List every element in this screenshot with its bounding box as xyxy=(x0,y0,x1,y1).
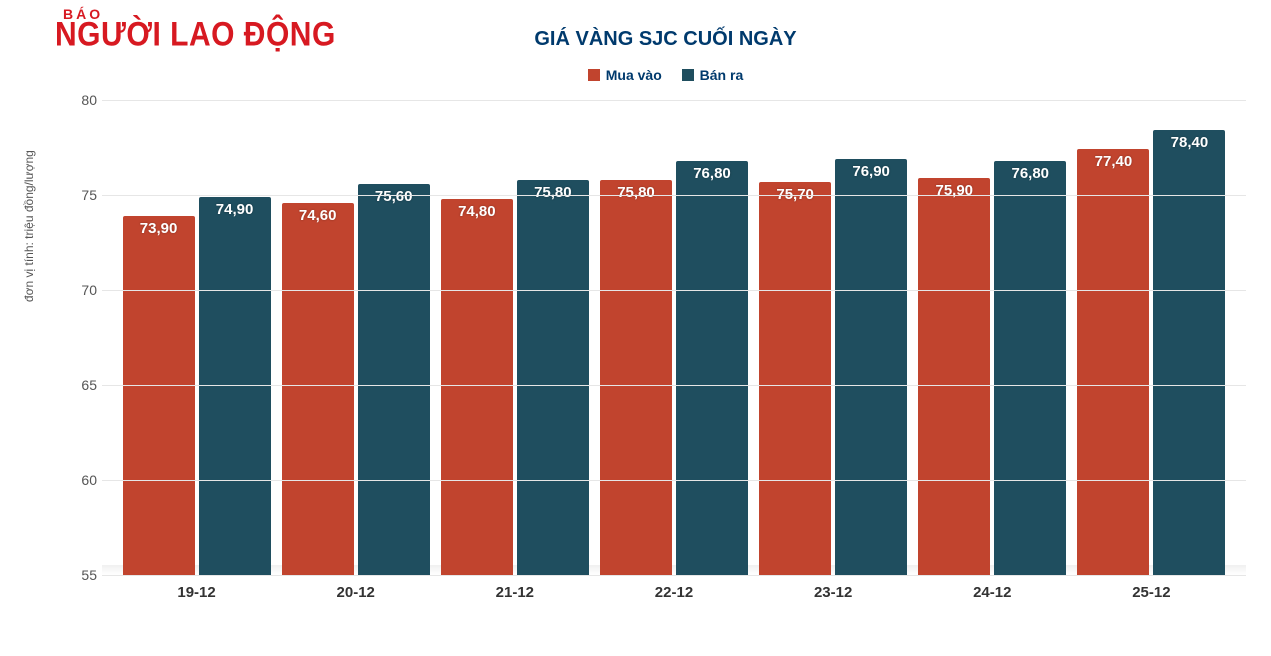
bar-ban-ra: 75,80 xyxy=(517,180,589,575)
bar-ban-ra: 75,60 xyxy=(358,184,430,575)
bar-ban-ra: 76,90 xyxy=(835,159,907,575)
bar-group: 75,80 76,80 xyxy=(594,100,753,575)
bar-ban-ra: 76,80 xyxy=(994,161,1066,575)
gridline xyxy=(102,290,1246,291)
bars-container: 73,90 74,90 74,60 75,60 74,80 75,80 75,80 76,80… xyxy=(102,100,1246,575)
gridline xyxy=(102,480,1246,481)
bar-value-label: 76,90 xyxy=(852,163,890,180)
bar-value-label: 75,60 xyxy=(375,188,413,205)
bar-value-label: 74,60 xyxy=(299,207,337,224)
x-tick-label: 21-12 xyxy=(435,578,594,606)
chart-legend: Mua vào Bán ra xyxy=(80,67,1251,84)
x-tick-label: 19-12 xyxy=(117,578,276,606)
chart-area: đơn vị tính: triệu đồng/lượng 73,9074,90… xyxy=(62,100,1246,606)
y-tick-label: 80 xyxy=(67,92,97,108)
bar-value-label: 75,90 xyxy=(935,182,973,199)
bar-mua-vao: 74,80 xyxy=(441,199,513,575)
legend-item-mua-vao: Mua vào xyxy=(588,67,662,83)
bar-value-label: 76,80 xyxy=(1011,165,1049,182)
bar-group: 77,40 78,40 xyxy=(1072,100,1231,575)
x-axis: 19-1220-1221-1222-1223-1224-1225-12 xyxy=(102,578,1246,606)
y-tick-label: 65 xyxy=(67,377,97,393)
bar-value-label: 78,40 xyxy=(1171,134,1209,151)
x-tick-label: 20-12 xyxy=(276,578,435,606)
legend-swatch-mua-vao xyxy=(588,69,600,81)
bar-value-label: 76,80 xyxy=(693,165,731,182)
bar-ban-ra: 78,40 xyxy=(1153,130,1225,575)
bar-value-label: 73,90 xyxy=(140,220,178,237)
bar-group: 73,90 74,90 xyxy=(117,100,276,575)
bar-group: 74,60 75,60 xyxy=(276,100,435,575)
legend-label-ban-ra: Bán ra xyxy=(700,67,744,83)
bar-group: 75,90 76,80 xyxy=(913,100,1072,575)
gridline xyxy=(102,385,1246,386)
bar-mua-vao: 75,80 xyxy=(600,180,672,575)
bar-mua-vao: 77,40 xyxy=(1077,149,1149,575)
x-tick-label: 22-12 xyxy=(594,578,753,606)
gridline xyxy=(102,575,1246,576)
gridline xyxy=(102,195,1246,196)
bar-mua-vao: 73,90 xyxy=(123,216,195,575)
bar-mua-vao: 75,70 xyxy=(759,182,831,575)
legend-swatch-ban-ra xyxy=(682,69,694,81)
bar-value-label: 74,80 xyxy=(458,203,496,220)
page-root: BÁO NGƯỜI LAO ĐỘNG GIÁ VÀNG SJC CUỐI NGÀ… xyxy=(0,0,1271,656)
bar-value-label: 74,90 xyxy=(216,201,254,218)
bar-value-label: 75,80 xyxy=(534,184,572,201)
bar-value-label: 75,80 xyxy=(617,184,655,201)
x-tick-label: 23-12 xyxy=(754,578,913,606)
bar-mua-vao: 74,60 xyxy=(282,203,354,575)
y-tick-label: 75 xyxy=(67,187,97,203)
legend-label-mua-vao: Mua vào xyxy=(606,67,662,83)
x-tick-label: 24-12 xyxy=(913,578,1072,606)
y-axis-label: đơn vị tính: triệu đồng/lượng xyxy=(22,151,36,303)
gridline xyxy=(102,100,1246,101)
plot-area: 73,90 74,90 74,60 75,60 74,80 75,80 75,80 76,80… xyxy=(102,100,1246,576)
publisher-logo: BÁO NGƯỜI LAO ĐỘNG xyxy=(55,8,336,50)
y-tick-label: 70 xyxy=(67,282,97,298)
bar-group: 74,80 75,80 xyxy=(435,100,594,575)
bar-group: 75,70 76,90 xyxy=(754,100,913,575)
legend-item-ban-ra: Bán ra xyxy=(682,67,744,83)
x-tick-label: 25-12 xyxy=(1072,578,1231,606)
bar-value-label: 77,40 xyxy=(1095,153,1133,170)
y-tick-label: 55 xyxy=(67,567,97,583)
bar-ban-ra: 76,80 xyxy=(676,161,748,575)
bar-mua-vao: 75,90 xyxy=(918,178,990,575)
y-tick-label: 60 xyxy=(67,472,97,488)
logo-main-text: NGƯỜI LAO ĐỘNG xyxy=(55,19,336,52)
